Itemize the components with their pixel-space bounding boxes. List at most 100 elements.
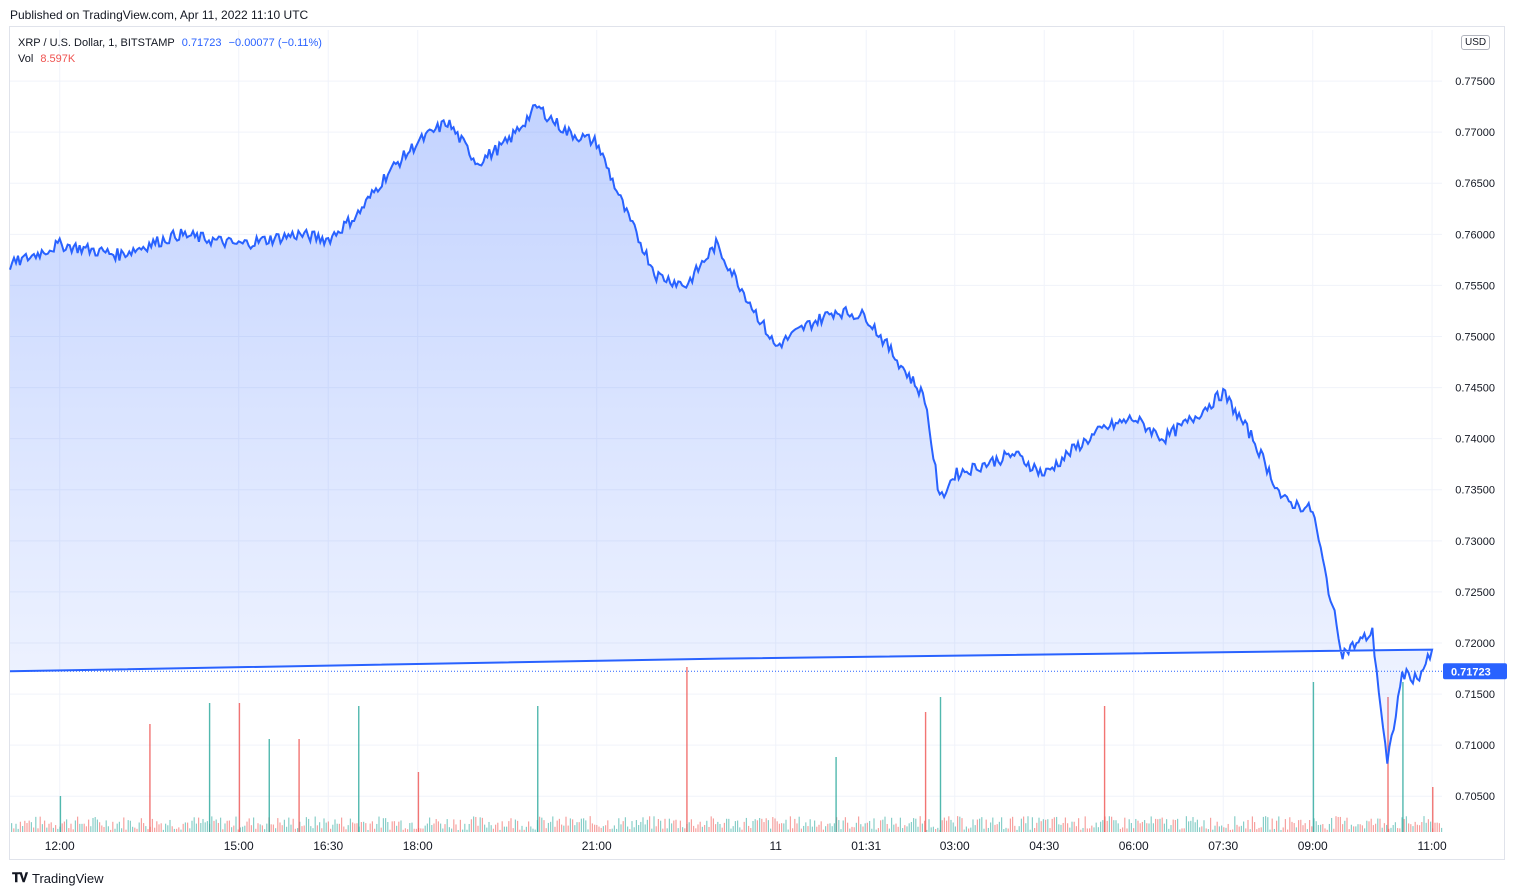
volume-bar — [627, 826, 629, 832]
y-tick-label: 0.73000 — [1455, 536, 1495, 548]
y-tick-label: 0.74500 — [1455, 383, 1495, 395]
volume-bar — [88, 819, 90, 832]
volume-bar — [1361, 825, 1363, 832]
volume-label[interactable]: Vol — [18, 53, 34, 65]
volume-bar — [1047, 819, 1049, 832]
volume-bar — [1227, 823, 1229, 832]
volume-bar — [611, 828, 613, 832]
volume-bar — [191, 820, 193, 832]
volume-bar — [965, 826, 967, 832]
volume-bar — [473, 816, 475, 832]
volume-bar — [169, 819, 171, 832]
volume-bar — [1372, 825, 1374, 832]
footer-brand-text: TradingView — [32, 870, 104, 886]
volume-bar — [1166, 819, 1168, 832]
volume-bar — [1119, 828, 1121, 832]
volume-bar — [259, 824, 261, 832]
volume-bar — [114, 828, 116, 832]
y-tick-label: 0.77000 — [1455, 127, 1495, 139]
volume-bar — [257, 823, 259, 832]
volume-bar — [347, 825, 349, 832]
volume-bar — [180, 829, 182, 832]
volume-bar — [363, 821, 365, 832]
volume-bar — [444, 824, 446, 832]
price-area — [10, 105, 1433, 832]
volume-bar — [1084, 816, 1086, 832]
volume-bar — [924, 712, 927, 832]
volume-bar — [264, 829, 266, 832]
volume-bar — [840, 829, 842, 832]
volume-bar — [789, 816, 791, 832]
volume-bar — [1190, 820, 1192, 832]
volume-bar — [1381, 827, 1383, 832]
volume-bar — [1007, 828, 1009, 832]
volume-bar — [629, 829, 631, 832]
volume-bar — [864, 823, 866, 832]
volume-bar — [1152, 823, 1154, 832]
volume-bar — [576, 822, 578, 832]
volume-bar — [682, 827, 684, 832]
volume-bar — [1141, 821, 1143, 832]
volume-bar — [932, 826, 934, 832]
volume-bar — [891, 817, 893, 832]
volume-bar — [950, 819, 952, 832]
volume-bar — [70, 823, 72, 832]
volume-bar — [1430, 821, 1432, 832]
volume-bar — [985, 819, 987, 832]
volume-bar — [1212, 829, 1214, 832]
symbol-label[interactable]: XRP / U.S. Dollar, 1, BITSTAMP — [18, 37, 175, 49]
volume-bar — [1284, 819, 1286, 832]
volume-bar — [334, 819, 336, 832]
volume-bar — [466, 829, 468, 832]
volume-bar — [213, 820, 215, 832]
volume-bar — [937, 827, 939, 832]
volume-bar — [1324, 828, 1326, 832]
volume-bar — [112, 821, 114, 832]
volume-bar — [90, 826, 92, 832]
volume-bar — [607, 820, 609, 832]
chart-legend: XRP / U.S. Dollar, 1, BITSTAMP 0.71723 −… — [18, 35, 326, 67]
volume-bar — [413, 828, 415, 832]
volume-bar — [928, 819, 930, 832]
volume-bar — [684, 828, 686, 832]
volume-bar — [770, 828, 772, 832]
volume-bar — [1064, 817, 1066, 832]
volume-bar — [74, 820, 76, 832]
volume-bar — [30, 822, 32, 832]
volume-bar — [1053, 817, 1055, 832]
volume-bar — [1150, 816, 1152, 832]
volume-bar — [1427, 819, 1429, 832]
volume-bar — [814, 820, 816, 832]
y-tick-label: 0.71000 — [1455, 740, 1495, 752]
volume-bar — [697, 824, 699, 832]
volume-bar — [510, 818, 512, 832]
x-tick-label: 11 — [769, 839, 782, 853]
volume-bar — [1038, 817, 1040, 832]
volume-bar — [796, 823, 798, 832]
volume-bar — [319, 822, 321, 832]
volume-bar — [1122, 827, 1124, 832]
currency-badge[interactable]: USD — [1461, 35, 1491, 50]
volume-value: 8.597K — [40, 53, 76, 65]
volume-bar — [488, 821, 490, 832]
volume-bar — [1036, 822, 1038, 832]
volume-bar — [422, 828, 424, 832]
volume-bar — [1240, 825, 1242, 832]
volume-bar — [541, 817, 543, 832]
volume-bar — [24, 820, 26, 832]
volume-bar — [1408, 823, 1410, 832]
volume-bar — [354, 823, 356, 832]
volume-bar — [649, 816, 651, 832]
volume-bar — [807, 826, 809, 832]
volume-bar — [1179, 829, 1181, 832]
volume-bar — [360, 822, 362, 832]
volume-bar — [512, 828, 514, 832]
volume-bar — [752, 821, 754, 832]
volume-bar — [33, 827, 35, 832]
volume-bar — [1214, 825, 1216, 832]
y-tick-label: 0.74000 — [1455, 434, 1495, 446]
volume-bar — [679, 820, 681, 832]
volume-bar — [825, 826, 827, 832]
volume-bar — [94, 817, 96, 832]
